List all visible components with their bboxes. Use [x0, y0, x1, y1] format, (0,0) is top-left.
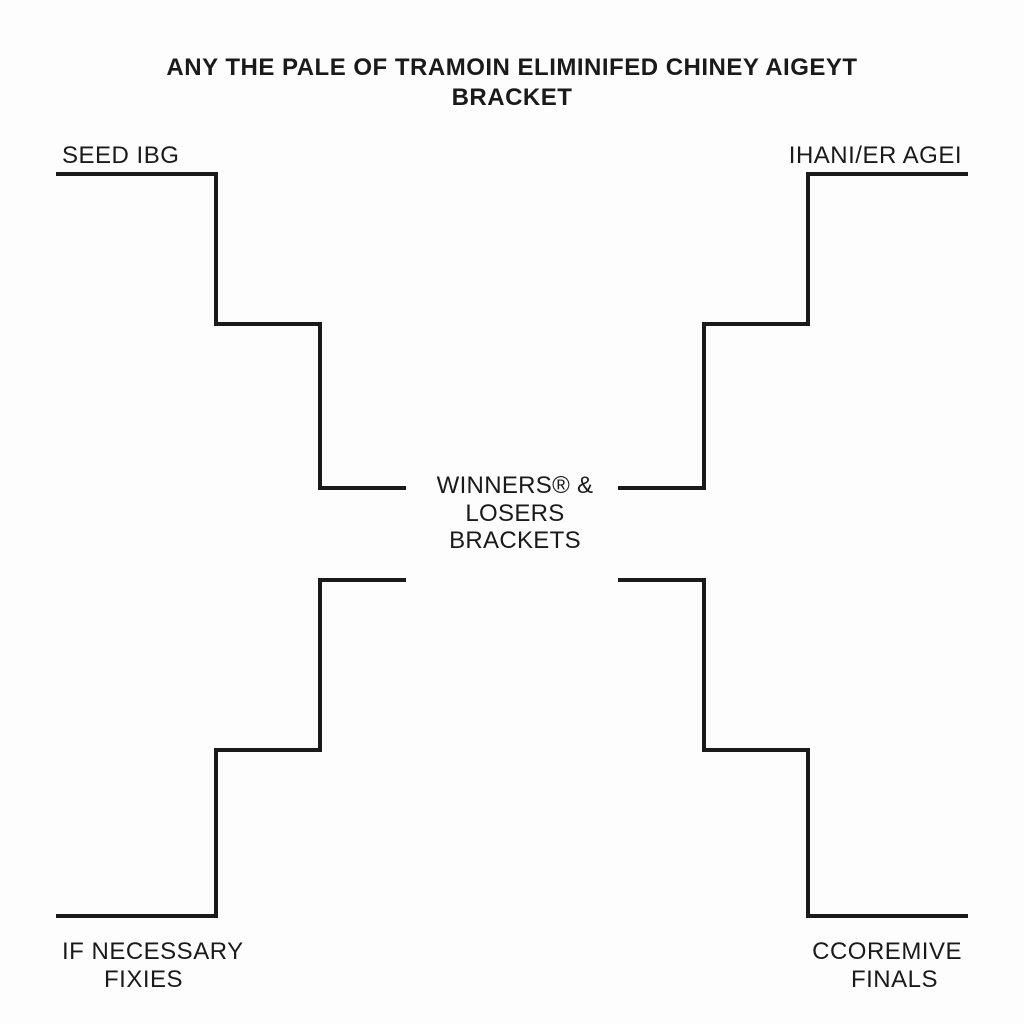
bracket-diagram: ANY THE PALE OF TRAMOIN ELIMINIFED CHINE…: [0, 0, 1024, 1024]
bracket-lines: [0, 0, 1024, 1024]
bracket-arm-lower-left: [58, 580, 404, 916]
bracket-arm-upper-right: [620, 174, 966, 488]
bracket-arm-upper-left: [58, 174, 404, 488]
bracket-arm-lower-right: [620, 580, 966, 916]
